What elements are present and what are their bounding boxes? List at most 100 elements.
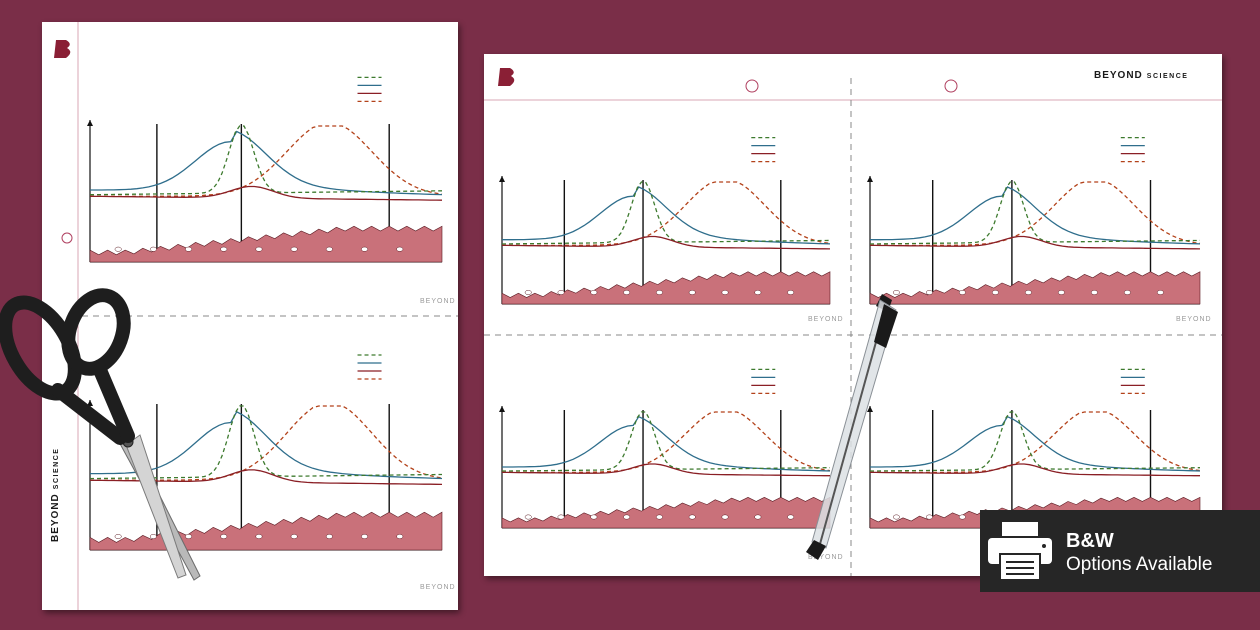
fsh-curve [870, 235, 1201, 250]
panel-footer-label: BEYOND [808, 316, 844, 323]
gland-shape [892, 514, 900, 520]
gland-shape [290, 534, 298, 539]
gland-shape [1057, 290, 1065, 295]
panel-footer-label: BEYOND [1176, 316, 1212, 323]
gland-shape [149, 534, 157, 539]
gland-shape [991, 290, 999, 295]
fsh-curve [502, 463, 830, 477]
gland-shape [623, 514, 631, 520]
badge-subtitle: Options Available [1066, 554, 1213, 575]
gland-shape [958, 290, 966, 295]
gland-shape [255, 246, 263, 252]
panel-footer-label: BEYOND [808, 554, 844, 561]
panel-footer-label: BEYOND [420, 584, 456, 591]
gland-shape [185, 534, 193, 539]
worksheet-portrait-art [54, 22, 458, 610]
worksheet-landscape: BEYONDSCIENCE BEYOND BEYOND BEYOND BEYON… [484, 54, 1222, 576]
logo-shape [498, 68, 515, 86]
lh-curve [870, 411, 1200, 472]
brand-name: BEYOND [1094, 70, 1143, 81]
logo-icon [54, 40, 71, 58]
logo-shape [54, 40, 71, 58]
brand-subname: SCIENCE [1146, 73, 1189, 80]
printer-icon [988, 522, 1052, 581]
cycle-diagram [867, 136, 1201, 305]
progesterone-curve [870, 411, 1201, 474]
gland-shape [524, 514, 532, 520]
gland-shape [925, 514, 933, 520]
gland-shape [623, 290, 631, 295]
gland-shape [557, 290, 565, 295]
axis-arrow-icon [87, 120, 93, 126]
gland-shape [1024, 290, 1032, 295]
brand-subname: SCIENCE [53, 447, 60, 490]
gland-shape [255, 534, 263, 539]
endometrium-shape [89, 225, 443, 263]
endometrium-shape [501, 271, 831, 305]
badge-title: B&W [1066, 530, 1114, 552]
cycle-diagram [87, 76, 443, 263]
gland-shape [396, 246, 404, 252]
panel-footer-label: BEYOND [420, 298, 456, 305]
gland-shape [787, 290, 795, 295]
gland-shape [721, 290, 729, 295]
axis-arrow-icon [867, 406, 873, 412]
endometrium-shape [501, 496, 831, 529]
gland-shape [754, 514, 762, 520]
cycle-diagram [499, 136, 831, 305]
gland-shape [220, 246, 228, 252]
punch-hole [944, 79, 958, 93]
oestrogen-curve [870, 415, 1201, 472]
logo-icon [498, 68, 515, 86]
punch-hole [745, 79, 759, 93]
oestrogen-curve [502, 186, 831, 245]
cycle-diagram [867, 368, 1201, 529]
gland-shape [590, 290, 598, 295]
gland-shape [688, 514, 696, 520]
worksheet-portrait: BEYOND SCIENCE BEYOND BEYOND [42, 22, 458, 610]
axis-arrow-icon [87, 400, 93, 406]
worksheet-landscape-art [484, 68, 1222, 576]
endometrium-shape [869, 271, 1201, 305]
gland-shape [688, 290, 696, 295]
gland-shape [524, 290, 532, 295]
oestrogen-curve [502, 415, 831, 472]
gland-shape [1156, 290, 1164, 295]
gland-shape [754, 290, 762, 295]
gland-shape [557, 514, 565, 520]
gland-shape [290, 246, 298, 252]
gland-shape [925, 290, 933, 295]
gland-shape [1123, 290, 1131, 295]
gland-shape [787, 514, 795, 520]
cycle-diagram [87, 354, 443, 551]
gland-shape [114, 246, 122, 252]
brand-name: BEYOND [50, 493, 61, 542]
gland-shape [892, 290, 900, 295]
fsh-curve [870, 463, 1200, 477]
gland-shape [220, 534, 228, 539]
oestrogen-curve [870, 186, 1201, 245]
brand-vertical: BEYOND SCIENCE [50, 448, 61, 542]
progesterone-curve [502, 411, 831, 474]
axis-arrow-icon [499, 176, 505, 182]
gland-shape [655, 514, 663, 520]
progesterone-curve [502, 181, 831, 247]
cycle-diagram [499, 368, 831, 529]
gland-shape [114, 534, 122, 539]
gland-shape [361, 534, 369, 539]
gland-shape [958, 514, 966, 520]
axis-arrow-icon [499, 406, 505, 412]
gland-shape [655, 290, 663, 295]
gland-shape [325, 246, 333, 252]
bw-options-badge: B&W Options Available [980, 510, 1260, 592]
fsh-curve [89, 185, 443, 201]
gland-shape [149, 246, 157, 252]
axis-arrow-icon [867, 176, 873, 182]
punch-hole [61, 232, 73, 244]
gland-shape [721, 514, 729, 520]
gland-shape [396, 534, 404, 539]
brand-header: BEYOND SCIENCE [1094, 70, 1188, 81]
gland-shape [590, 514, 598, 520]
oestrogen-curve [90, 130, 443, 196]
gland-shape [325, 534, 333, 539]
